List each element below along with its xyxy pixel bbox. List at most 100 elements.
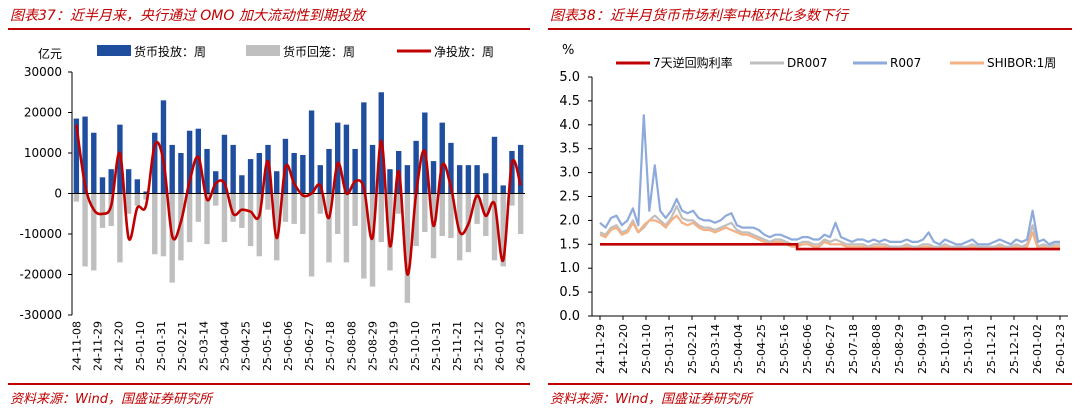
left-inject-bar xyxy=(291,153,297,194)
right-chart-svg: % 5.0 4.5 4.0 3.5 3.0 2.5 2.0 1.5 1.0 0.5 0.0 24-11-… xyxy=(559,43,1068,374)
left-withdraw-bar xyxy=(91,193,97,271)
left-inject-bar xyxy=(483,173,489,194)
left-inject-bar xyxy=(143,191,149,194)
left-legend-label: 货币回笼：周 xyxy=(283,44,355,59)
left-y-tick-label: 0 xyxy=(54,187,62,201)
right-x-tick-label: 24-12-20 xyxy=(617,324,630,374)
right-legend-label: DR007 xyxy=(787,56,827,70)
left-withdraw-bar xyxy=(256,193,262,257)
left-inject-bar xyxy=(448,142,454,194)
right-y-tick-label: 3.0 xyxy=(559,166,580,181)
right-x-tick-label: 25-01-31 xyxy=(663,324,676,374)
left-withdraw-bar xyxy=(195,193,202,222)
right-y-tick-label: 2.0 xyxy=(559,213,580,228)
left-withdraw-bar xyxy=(422,193,428,232)
left-y-tick-label: -10000 xyxy=(19,227,62,241)
left-withdraw-bar xyxy=(265,193,271,210)
right-series-line-dr007 xyxy=(599,205,1060,248)
right-x-tick-label: 25-12-12 xyxy=(1008,324,1021,374)
left-withdraw-bar xyxy=(404,193,411,303)
left-withdraw-bar xyxy=(500,193,506,267)
left-withdraw-bar xyxy=(247,193,254,247)
left-withdraw-bar xyxy=(352,193,358,226)
left-title-rule xyxy=(8,28,530,30)
right-y-tick-label: 3.5 xyxy=(559,142,580,157)
left-x-tick-label: 25-08-29 xyxy=(367,321,380,371)
left-x-tick-label: 26-01-23 xyxy=(515,321,528,371)
left-withdraw-bar xyxy=(274,193,280,261)
left-source-rule xyxy=(8,383,530,385)
left-inject-bar xyxy=(387,169,393,194)
left-y-tick-label: 10000 xyxy=(24,146,62,160)
left-inject-bar xyxy=(335,122,341,194)
left-withdraw-bar xyxy=(308,193,315,277)
left-withdraw-bar xyxy=(82,193,88,267)
left-withdraw-bar xyxy=(291,193,297,224)
left-inject-bar xyxy=(230,144,236,194)
right-y-tick-label: 4.5 xyxy=(559,94,580,109)
left-inject-bar xyxy=(256,153,262,194)
left-chart-svg: 亿元 30000 20000 10000 0 -10000 -20000 -30000 24-1… xyxy=(19,44,528,371)
right-x-tick-label: 25-09-19 xyxy=(916,324,929,374)
right-x-tick-label: 25-07-18 xyxy=(847,324,860,374)
left-legend-label: 货币投放：周 xyxy=(134,44,206,59)
right-chart-title: 图表38：近半月货币市场利率中枢环比多数下行 xyxy=(550,8,848,24)
right-x-tick-label: 25-10-10 xyxy=(939,324,952,374)
left-inject-bar xyxy=(195,128,202,194)
left-inject-bar xyxy=(361,102,367,194)
right-y-tick-label: 0.5 xyxy=(559,285,580,300)
left-inject-bar xyxy=(352,148,358,194)
left-inject-bar xyxy=(247,159,254,194)
left-withdraw-bar xyxy=(474,193,480,224)
left-y-tick-label: 20000 xyxy=(24,106,62,120)
left-inject-bar xyxy=(456,165,463,194)
left-y-tick-label: -30000 xyxy=(19,308,62,322)
left-inject-bar xyxy=(404,165,411,194)
left-withdraw-bar xyxy=(125,193,132,214)
left-x-tick-label: 25-09-19 xyxy=(388,321,401,371)
right-x-tick-label: 25-05-16 xyxy=(778,324,791,374)
left-inject-bar xyxy=(430,161,437,194)
left-withdraw-bar xyxy=(143,193,149,200)
right-y-tick-label: 4.0 xyxy=(559,118,580,133)
right-source-rule xyxy=(548,383,1072,385)
left-x-tick-label: 25-06-06 xyxy=(282,321,295,371)
left-withdraw-bar xyxy=(517,193,524,234)
left-unit-label: 亿元 xyxy=(38,46,62,61)
left-inject-bar xyxy=(474,165,480,194)
left-x-tick-label: 25-12-12 xyxy=(472,321,485,371)
left-inject-bar xyxy=(186,130,193,194)
left-withdraw-bar xyxy=(160,193,167,257)
left-inject-bar xyxy=(500,185,506,194)
left-withdraw-bar xyxy=(99,193,106,228)
left-withdraw-bar xyxy=(439,193,445,237)
right-x-tick-label: 25-06-27 xyxy=(824,324,837,374)
right-unit-label: % xyxy=(562,43,574,58)
left-inject-bar xyxy=(152,132,158,194)
left-x-tick-label: 25-04-04 xyxy=(218,321,231,371)
left-x-tick-label: 25-04-25 xyxy=(240,321,253,371)
left-withdraw-bar xyxy=(326,193,332,263)
left-x-tick-label: 24-11-08 xyxy=(70,321,83,371)
right-y-tick-label: 2.5 xyxy=(559,190,580,205)
right-x-tick-label: 25-03-14 xyxy=(709,324,722,374)
right-x-tick-label: 25-08-29 xyxy=(893,324,906,374)
left-inject-bar xyxy=(439,122,445,194)
left-x-tick-label: 25-05-16 xyxy=(261,321,274,371)
left-y-tick-label: -20000 xyxy=(19,268,62,282)
left-inject-bar xyxy=(108,169,114,194)
left-inject-bar xyxy=(369,144,376,194)
left-inject-bar xyxy=(221,134,228,194)
left-withdraw-bar xyxy=(456,193,463,261)
left-x-tick-label: 26-01-02 xyxy=(493,321,506,371)
left-withdraw-bar xyxy=(378,193,384,243)
left-withdraw-bar xyxy=(73,193,80,202)
left-inject-bar xyxy=(178,153,184,194)
left-net-line xyxy=(75,124,522,276)
left-x-tick-label: 25-01-31 xyxy=(155,321,168,371)
left-withdraw-bar xyxy=(134,193,141,206)
left-x-tick-label: 25-10-31 xyxy=(430,321,443,371)
left-inject-bar xyxy=(134,179,141,194)
left-x-tick-label: 25-11-21 xyxy=(451,321,464,371)
left-withdraw-bar xyxy=(343,193,350,263)
